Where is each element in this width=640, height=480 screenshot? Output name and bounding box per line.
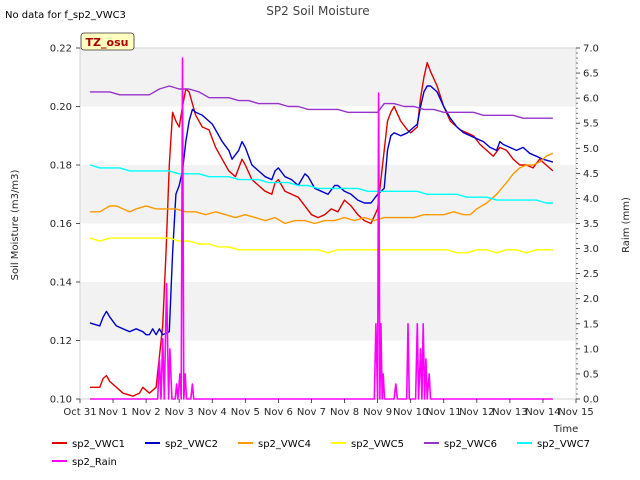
x-axis: Oct 31 Nov 1 Nov 2 Nov 3 Nov 4 Nov 5 Nov 6 Nov … xyxy=(63,399,594,418)
x-tick-label: Nov 6 xyxy=(264,407,293,418)
legend-label: sp2_VWC2 xyxy=(165,439,218,450)
x-tick-label: Nov 7 xyxy=(297,407,326,418)
x-tick-label: Nov 10 xyxy=(393,407,428,418)
series-line-sp2_VWC2 xyxy=(89,85,554,336)
series-line-sp2_VWC7 xyxy=(89,164,553,204)
legend-label: sp2_VWC6 xyxy=(444,439,497,450)
y2-tick-label: 5.0 xyxy=(583,144,599,155)
legend: sp2_VWC1 sp2_VWC2 sp2_VWC4 sp2_VWC5 sp2_VWC6… xyxy=(52,439,590,468)
legend-label: sp2_Rain xyxy=(72,457,117,468)
legend-label: sp2_VWC4 xyxy=(258,439,311,450)
x-tick-label: Nov 1 xyxy=(99,407,128,418)
legend-label: sp2_VWC5 xyxy=(351,439,404,450)
y2-tick-label: 0.0 xyxy=(583,395,599,406)
series-line-sp2_VWC4 xyxy=(89,152,554,225)
y-tick-label: 0.20 xyxy=(50,102,72,113)
x-tick-label: Nov 8 xyxy=(330,407,359,418)
x-tick-label: Oct 31 xyxy=(63,407,96,418)
timezone-label: TZ_osu xyxy=(80,32,135,51)
y2-tick-label: 2.5 xyxy=(583,269,599,280)
series-line-sp2_VWC5 xyxy=(89,237,553,254)
x-axis-label: Time xyxy=(553,424,578,435)
x-tick-label: Nov 3 xyxy=(165,407,194,418)
y2-tick-label: 7.0 xyxy=(583,44,599,55)
series-line-sp2_VWC6 xyxy=(89,85,553,119)
y-tick-label: 0.22 xyxy=(50,44,72,55)
x-tick-label: Nov 11 xyxy=(426,407,461,418)
y2-tick-label: 4.0 xyxy=(583,194,599,205)
y-tick-label: 0.18 xyxy=(50,161,72,172)
y-tick-label: 0.10 xyxy=(50,395,72,406)
x-tick-label: Nov 2 xyxy=(132,407,161,418)
y2-tick-label: 5.5 xyxy=(583,119,599,130)
legend-label: sp2_VWC7 xyxy=(537,439,590,450)
series-layer xyxy=(89,57,554,400)
y2-tick-label: 3.0 xyxy=(583,244,599,255)
y-tick-label: 0.14 xyxy=(50,278,72,289)
timezone-label-box xyxy=(80,32,135,51)
x-tick-label: Nov 13 xyxy=(492,407,527,418)
chart-title: SP2 Soil Moisture xyxy=(266,4,369,18)
legend-label: sp2_VWC1 xyxy=(72,439,125,450)
y-axis-label: Soil Moisture (m3/m3) xyxy=(10,170,21,281)
y2-tick-label: 1.0 xyxy=(583,344,599,355)
y2-tick-label: 0.5 xyxy=(583,369,599,380)
x-tick-label: Nov 12 xyxy=(459,407,494,418)
y2-tick-label: 6.0 xyxy=(583,94,599,105)
y-tick-label: 0.16 xyxy=(50,219,72,230)
y2-axis-label: Raim (mm) xyxy=(621,197,632,253)
x-tick-label: Nov 4 xyxy=(198,407,227,418)
y2-tick-label: 3.5 xyxy=(583,219,599,230)
x-tick-label: Nov 5 xyxy=(231,407,260,418)
y2-tick-label: 6.5 xyxy=(583,69,599,80)
y-axis: 0.10 0.12 0.14 0.16 0.18 0.20 0.22 xyxy=(50,44,80,406)
y2-tick-label: 1.5 xyxy=(583,319,599,330)
grid-band xyxy=(80,48,576,107)
x-tick-label: Nov 9 xyxy=(363,407,392,418)
x-tick-label: Nov 15 xyxy=(558,407,593,418)
y2-tick-label: 2.0 xyxy=(583,294,599,305)
y-tick-label: 0.12 xyxy=(50,336,72,347)
x-tick-label: Nov 14 xyxy=(525,407,560,418)
y2-axis: 0.0 0.5 1.0 1.5 2.0 2.5 3.0 3.5 4.0 4.5 5.0 5.5 6.0 6… xyxy=(576,44,599,406)
timezone-label-text: TZ_osu xyxy=(86,36,129,49)
series-line-sp2_VWC1 xyxy=(89,61,554,397)
y2-tick-label: 4.5 xyxy=(583,169,599,180)
no-data-note: No data for f_sp2_VWC3 xyxy=(5,10,126,21)
